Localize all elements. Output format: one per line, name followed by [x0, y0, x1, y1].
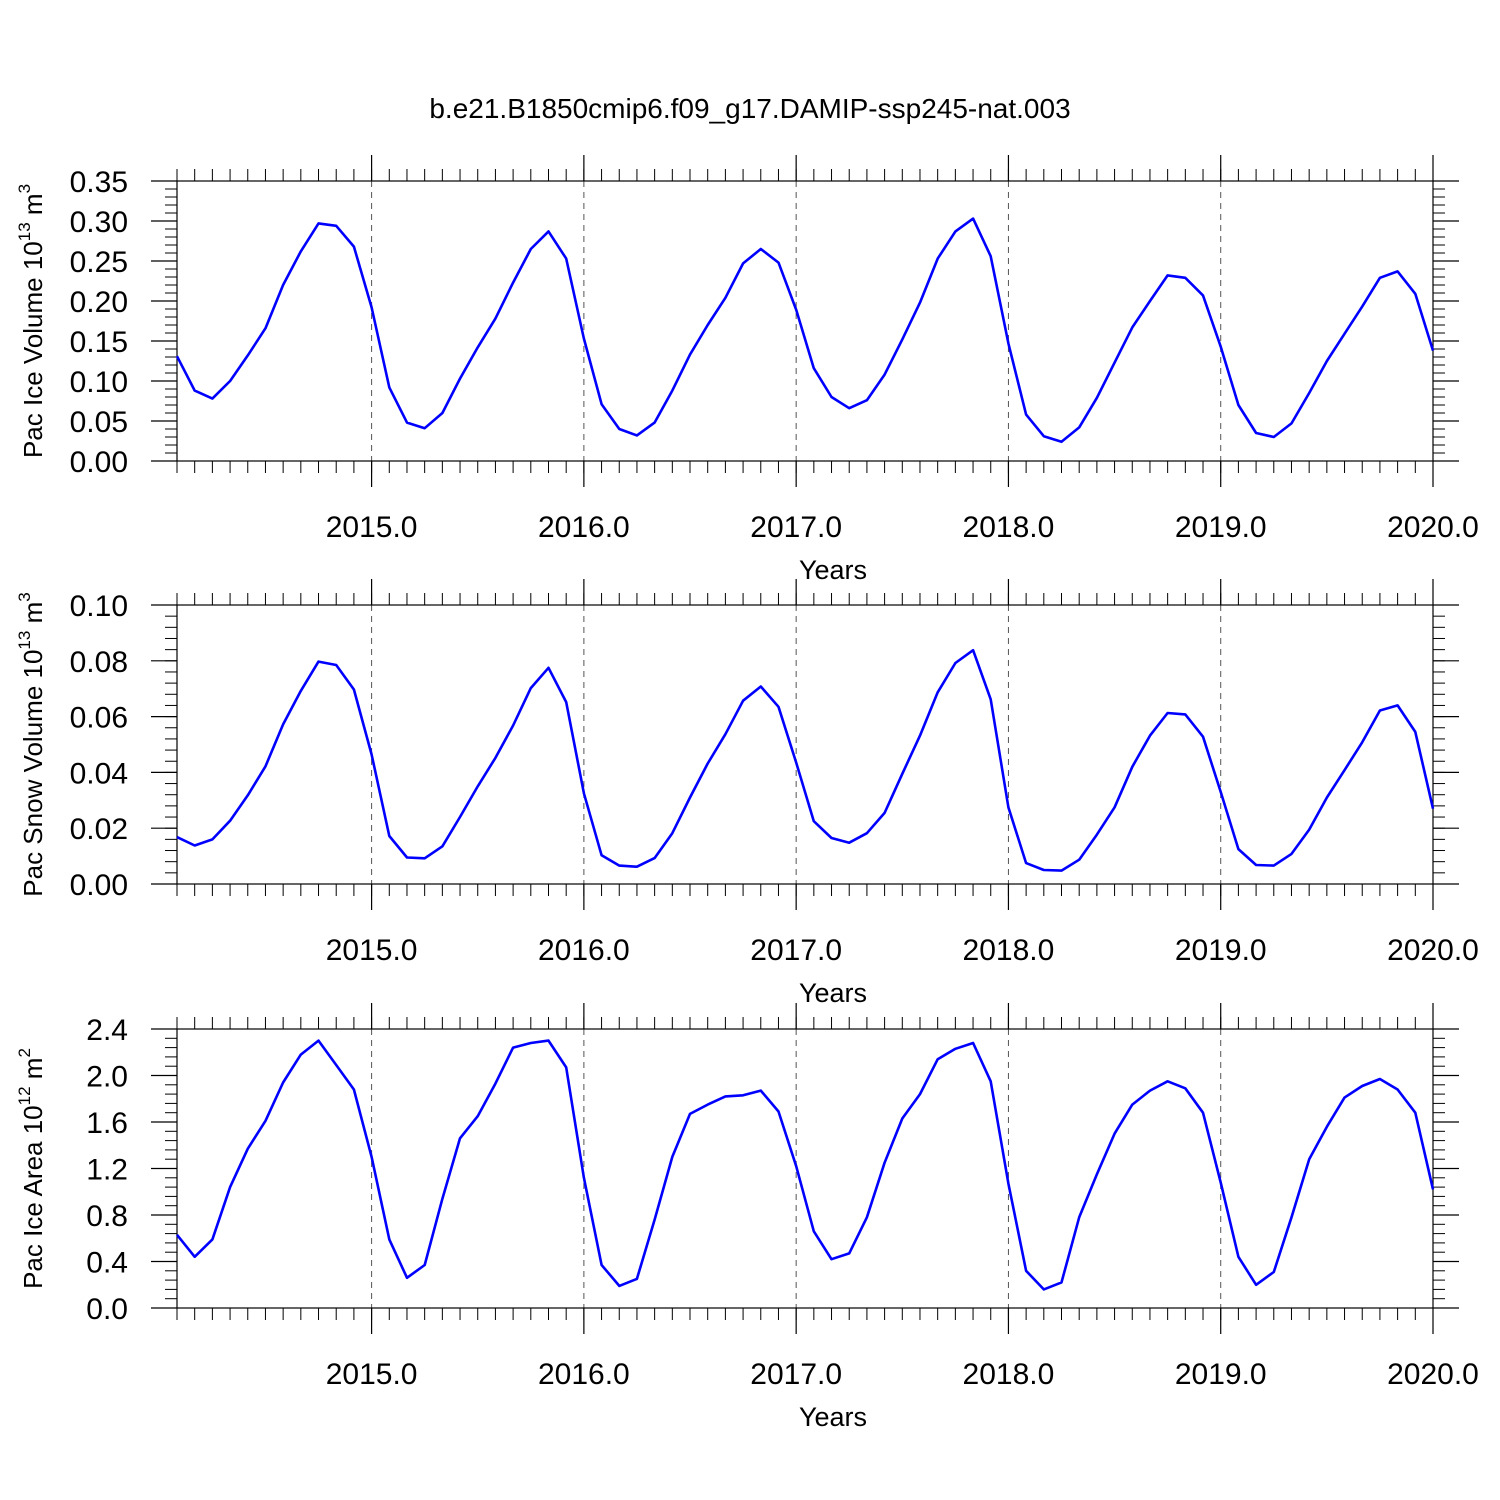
y-tick-label: 0.20 [70, 286, 128, 319]
y-tick-label: 0.00 [70, 869, 128, 902]
y-axis-label-text: Pac Snow Volume 10 [18, 650, 48, 897]
x-tick-label: 2018.0 [963, 1358, 1055, 1391]
x-tick-label: 2015.0 [326, 511, 418, 544]
chart-panel-2: 2015.0 2016.0 2017.0 2018.0 2019.0 2020.0 0.00… [15, 579, 1479, 1008]
x-tick-label: 2015.0 [326, 1358, 418, 1391]
figure-title: b.e21.B1850cmip6.f09_g17.DAMIP-ssp245-na… [429, 93, 1070, 124]
x-axis-label: Years [799, 1402, 867, 1432]
x-tick-label: 2017.0 [750, 511, 842, 544]
y-axis-label-exponent: 12 [15, 1086, 34, 1105]
y-tick-label: 0.02 [70, 813, 128, 846]
y-axis-label: Pac Snow Volume 1013 m3 [15, 592, 48, 896]
y-axis-label-exponent: 13 [15, 222, 34, 241]
y-tick-label: 0.00 [70, 446, 128, 479]
data-series-line [175, 1039, 1435, 1291]
y-tick-label: 0.4 [86, 1247, 128, 1280]
y-tick-label: 1.2 [86, 1154, 128, 1187]
y-tick-label: 2.0 [86, 1061, 128, 1094]
y-axis-label-exponent: 13 [15, 631, 34, 650]
y-tick-label: 0.25 [70, 246, 128, 279]
x-tick-label: 2017.0 [750, 1358, 842, 1391]
y-tick-label: 0.30 [70, 206, 128, 239]
y-axis-label-unit-exponent: 2 [15, 1048, 34, 1057]
y-tick-label: 0.04 [70, 757, 128, 790]
y-axis-label-unit-exponent: 3 [15, 592, 34, 601]
x-tick-label: 2020.0 [1387, 1358, 1479, 1391]
y-tick-label: 0.10 [70, 590, 128, 623]
x-tick-label: 2016.0 [538, 934, 630, 967]
y-tick-label: 0.15 [70, 326, 128, 359]
x-tick-label: 2019.0 [1175, 511, 1267, 544]
y-tick-label: 0.10 [70, 366, 128, 399]
y-tick-label: 1.6 [86, 1107, 128, 1140]
x-tick-label: 2019.0 [1175, 1358, 1267, 1391]
y-axis-label: Pac Ice Area 1012 m2 [15, 1048, 48, 1289]
y-axis-label-unit-exponent: 3 [15, 184, 34, 193]
plot-frame [176, 180, 1434, 462]
x-tick-label: 2019.0 [1175, 934, 1267, 967]
x-tick-label: 2018.0 [963, 934, 1055, 967]
x-tick-label: 2015.0 [326, 934, 418, 967]
y-tick-label: 0.05 [70, 406, 128, 439]
chart-panel-3: 2015.0 2016.0 2017.0 2018.0 2019.0 2020.0 0.0 0… [15, 1003, 1479, 1432]
data-series-line [176, 648, 1435, 872]
y-axis-label-unit: m [18, 193, 48, 222]
y-tick-label: 0.0 [86, 1293, 128, 1326]
y-axis-label-unit: m [18, 602, 48, 631]
x-tick-label: 2016.0 [538, 511, 630, 544]
x-tick-label: 2018.0 [963, 511, 1055, 544]
y-tick-label: 0.08 [70, 646, 128, 679]
x-tick-label: 2017.0 [750, 934, 842, 967]
y-axis-label-text: Pac Ice Area 10 [18, 1105, 48, 1289]
y-axis-label-unit: m [18, 1058, 48, 1087]
data-series-line [175, 217, 1435, 444]
y-tick-label: 2.4 [86, 1014, 128, 1047]
x-tick-label: 2016.0 [538, 1358, 630, 1391]
x-tick-label: 2020.0 [1387, 934, 1479, 967]
y-tick-label: 0.8 [86, 1200, 128, 1233]
y-axis-label-text: Pac Ice Volume 10 [18, 241, 48, 458]
y-tick-label: 0.06 [70, 702, 128, 735]
x-axis-label: Years [799, 555, 867, 585]
x-tick-label: 2020.0 [1387, 511, 1479, 544]
chart-panel-1: 2015.0 2016.0 2017.0 2018.0 2019.0 2020.0 0.00… [15, 155, 1479, 585]
plot-frame [176, 604, 1434, 885]
panels: 2015.0 2016.0 2017.0 2018.0 2019.0 2020.00.00… [15, 155, 1479, 1432]
y-axis-label: Pac Ice Volume 1013 m3 [15, 184, 48, 458]
y-tick-label: 0.35 [70, 166, 128, 199]
x-axis-label: Years [799, 978, 867, 1008]
